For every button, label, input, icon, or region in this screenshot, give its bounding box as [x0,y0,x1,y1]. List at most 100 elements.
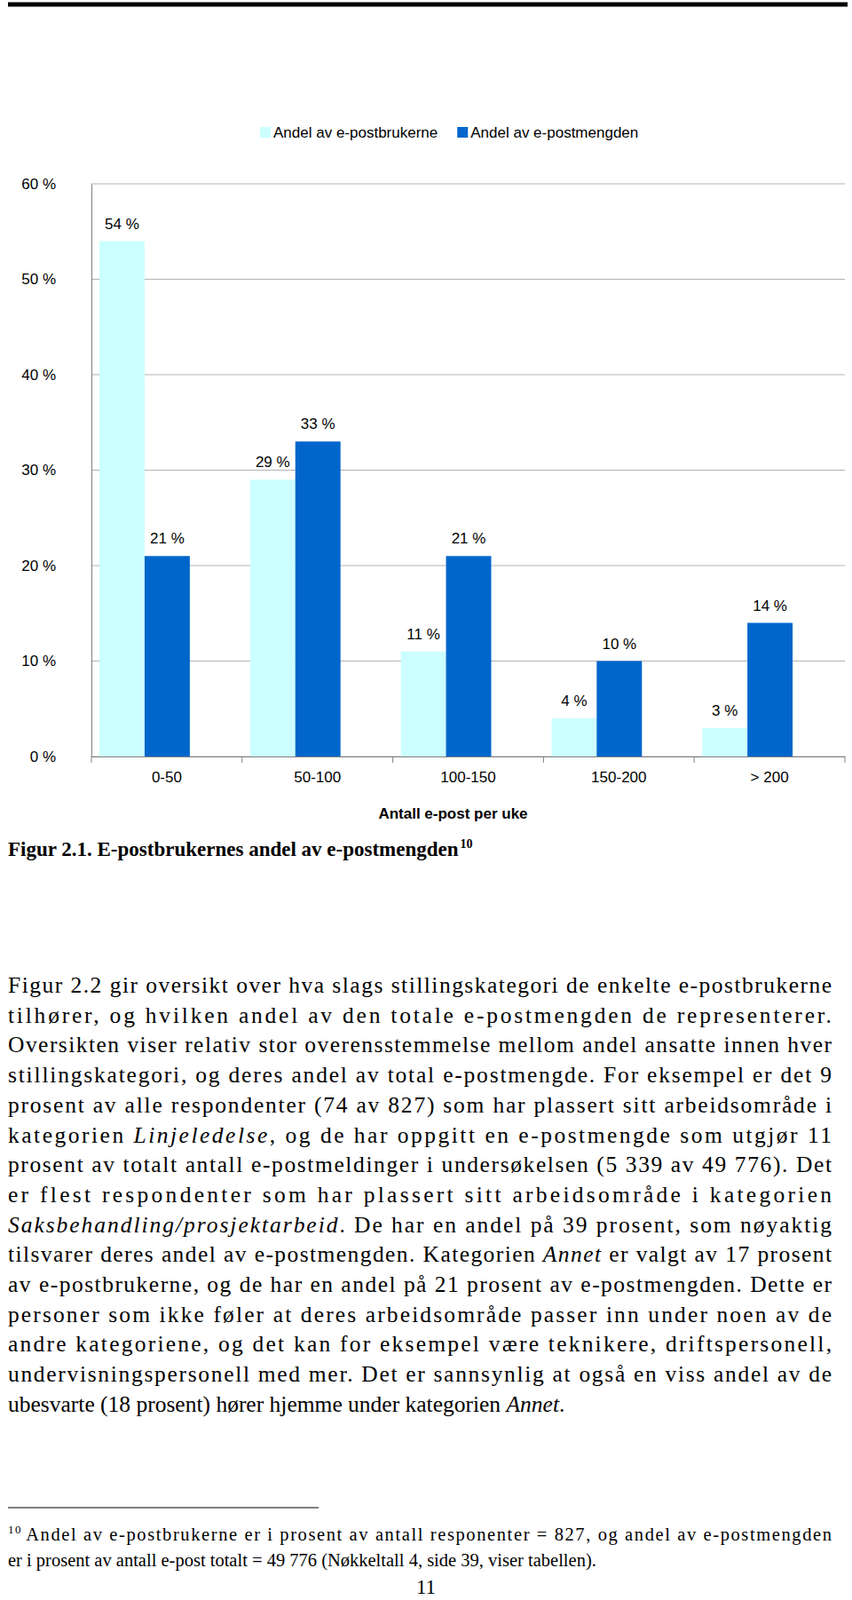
body-line: andre kategoriene, og det kan for eksemp… [7,1330,832,1357]
body-line: Saksbehandling/prosjektarbeid. De har en… [7,1211,832,1238]
body-line: ubesvarte (18 prosent) hører hjemme unde… [7,1390,565,1417]
bars [99,241,793,758]
data-label: 33 % [300,415,336,433]
body-line: Oversikten viser relativ stor overensste… [7,1031,833,1058]
body-segment: er flest respondenter som har plassert s… [7,1181,832,1207]
body-segment: Oversikten viser relativ stor overensste… [7,1031,833,1058]
x-tick: 50-100 [293,768,341,786]
y-tick-label: 40 % [21,366,56,384]
x-tick-label: 150-200 [591,768,647,786]
y-tick: 10 % [21,652,92,670]
body-line: tilsvarer deres andel av e-postmengden. … [7,1240,832,1267]
data-labels: 54 % 29 % 11 % 4 % 3 % 21 % 33 % 21 % 10 % 14 % [104,215,788,719]
bar [596,661,642,758]
body-segment: undervisningspersonell med mer. Det er s… [7,1360,832,1387]
x-axis-title: Antall e-post per uke [378,804,528,822]
body-line: stillingskategori, og deres andel av tot… [7,1061,832,1088]
body-text: Figur 2.2 gir oversikt over hva slags st… [7,971,833,1417]
body-segment: personer som ikke føler at deres arbeids… [7,1301,832,1327]
body-line: tilhører, og hvilken andel av den totale… [7,1001,832,1028]
y-tick-label: 20 % [21,557,56,575]
data-label: 21 % [149,529,185,547]
footnote-rule [7,1506,319,1507]
data-label: 3 % [711,702,738,719]
body-segment: , og de har oppgitt en e-postmengde som … [269,1121,832,1148]
body-segment: kategorien [7,1121,132,1148]
body-segment: . [559,1390,565,1417]
x-tick: 0-50 [151,768,182,786]
y-tick: 40 % [21,366,92,384]
page: 0 %10 %20 %30 %40 %50 %60 %0-5050-100100… [0,0,852,1600]
footnote-text: er i prosent av antall e-post totalt = 4… [7,1549,597,1570]
y-tick: 50 % [21,270,92,288]
body-segment: stillingskategori, og deres andel av tot… [7,1061,832,1088]
body-line: Figur 2.2 gir oversikt over hva slags st… [7,971,832,998]
x-boundary-mark [694,756,695,763]
body-segment: andre kategoriene, og det kan for eksemp… [7,1330,832,1357]
data-label: 4 % [560,692,587,710]
body-line: er flest respondenter som har plassert s… [7,1181,832,1207]
body-segment: tilsvarer deres andel av e-postmengden. … [7,1240,542,1267]
footnote-line: er i prosent av antall e-post totalt = 4… [7,1549,597,1570]
data-label: 54 % [104,215,140,233]
x-boundary-mark [844,756,846,763]
body-segment: Annet [504,1390,561,1417]
body-segment: Linjeledelse [133,1121,269,1148]
body-line: kategorien Linjeledelse, og de har oppgi… [7,1121,832,1148]
body-line: undervisningspersonell med mer. Det er s… [7,1360,832,1387]
x-tick-label: > 200 [750,768,789,786]
bar [401,651,447,757]
grid [91,183,845,757]
body-segment: tilhører, og hvilken andel av den totale… [7,1001,832,1028]
y-tick: 0 % [30,748,92,766]
y-tick: 20 % [21,557,92,575]
body-segment: . De har en andel på 39 prosent, som nøy… [339,1211,832,1238]
bar [144,555,190,757]
x-axis-line [92,756,846,758]
legend: Andel av e-postbrukerneAndel av e-postme… [260,124,639,142]
y-axis-line [91,184,93,758]
y-axis: 0 % 10 % 20 % 30 % 40 % 50 % 60 % [21,175,92,766]
data-label: 10 % [601,635,637,653]
data-label: 29 % [255,453,291,471]
data-label: 14 % [752,597,788,615]
bar [99,241,145,758]
body-segment: Saksbehandling/prosjektarbeid [7,1211,339,1238]
body-segment: Figur 2.2 gir oversikt over hva slags st… [7,971,832,998]
y-tick: 60 % [21,175,92,193]
y-tick-label: 30 % [21,461,56,479]
x-boundary-mark [543,756,545,763]
grid-line [91,374,845,376]
legend-swatch [260,126,271,138]
legend-item: Andel av e-postmengden [457,124,639,142]
y-tick-label: 10 % [21,652,56,670]
data-label: 11 % [406,625,441,643]
data-label: 21 % [451,529,487,547]
x-boundary-mark [241,756,243,763]
legend-label: Andel av e-postmengden [470,124,639,142]
page-number: 11 [416,1575,436,1598]
body-segment: prosent av totalt antall e-postmeldinger… [7,1151,832,1177]
body-segment: ubesvarte (18 prosent) hører hjemme unde… [7,1390,507,1417]
body-segment: av e-postbrukerne, og de har en andel på… [7,1270,833,1297]
y-tick-label: 50 % [21,270,56,288]
caption: Figur 2.1. E-postbrukernes andel av e-po… [7,836,474,860]
bar [702,727,748,757]
x-tick-label: 100-150 [440,768,496,786]
caption-note-ref: 10 [460,836,474,851]
bar [446,555,492,757]
y-tick-label: 0 % [30,748,56,766]
caption-text: Figur 2.1. E-postbrukernes andel av e-po… [7,837,459,860]
chart: 0 % 10 % 20 % 30 % 40 % 50 % 60 % 0-50 50-100 100… [21,124,845,822]
x-boundary-mark [91,756,93,763]
bar [551,717,597,757]
x-tick: > 200 [750,768,789,786]
body-segment: er valgt av 17 prosent [601,1240,832,1267]
grid-line [91,183,845,185]
body-line: prosent av totalt antall e-postmeldinger… [7,1151,832,1177]
bar [250,479,296,757]
bar [295,441,341,757]
body-segment: Annet [541,1240,602,1267]
footnote-number: 10 [7,1522,22,1536]
footnote-line: 10Andel av e-postbrukerne er i prosent a… [7,1522,832,1545]
